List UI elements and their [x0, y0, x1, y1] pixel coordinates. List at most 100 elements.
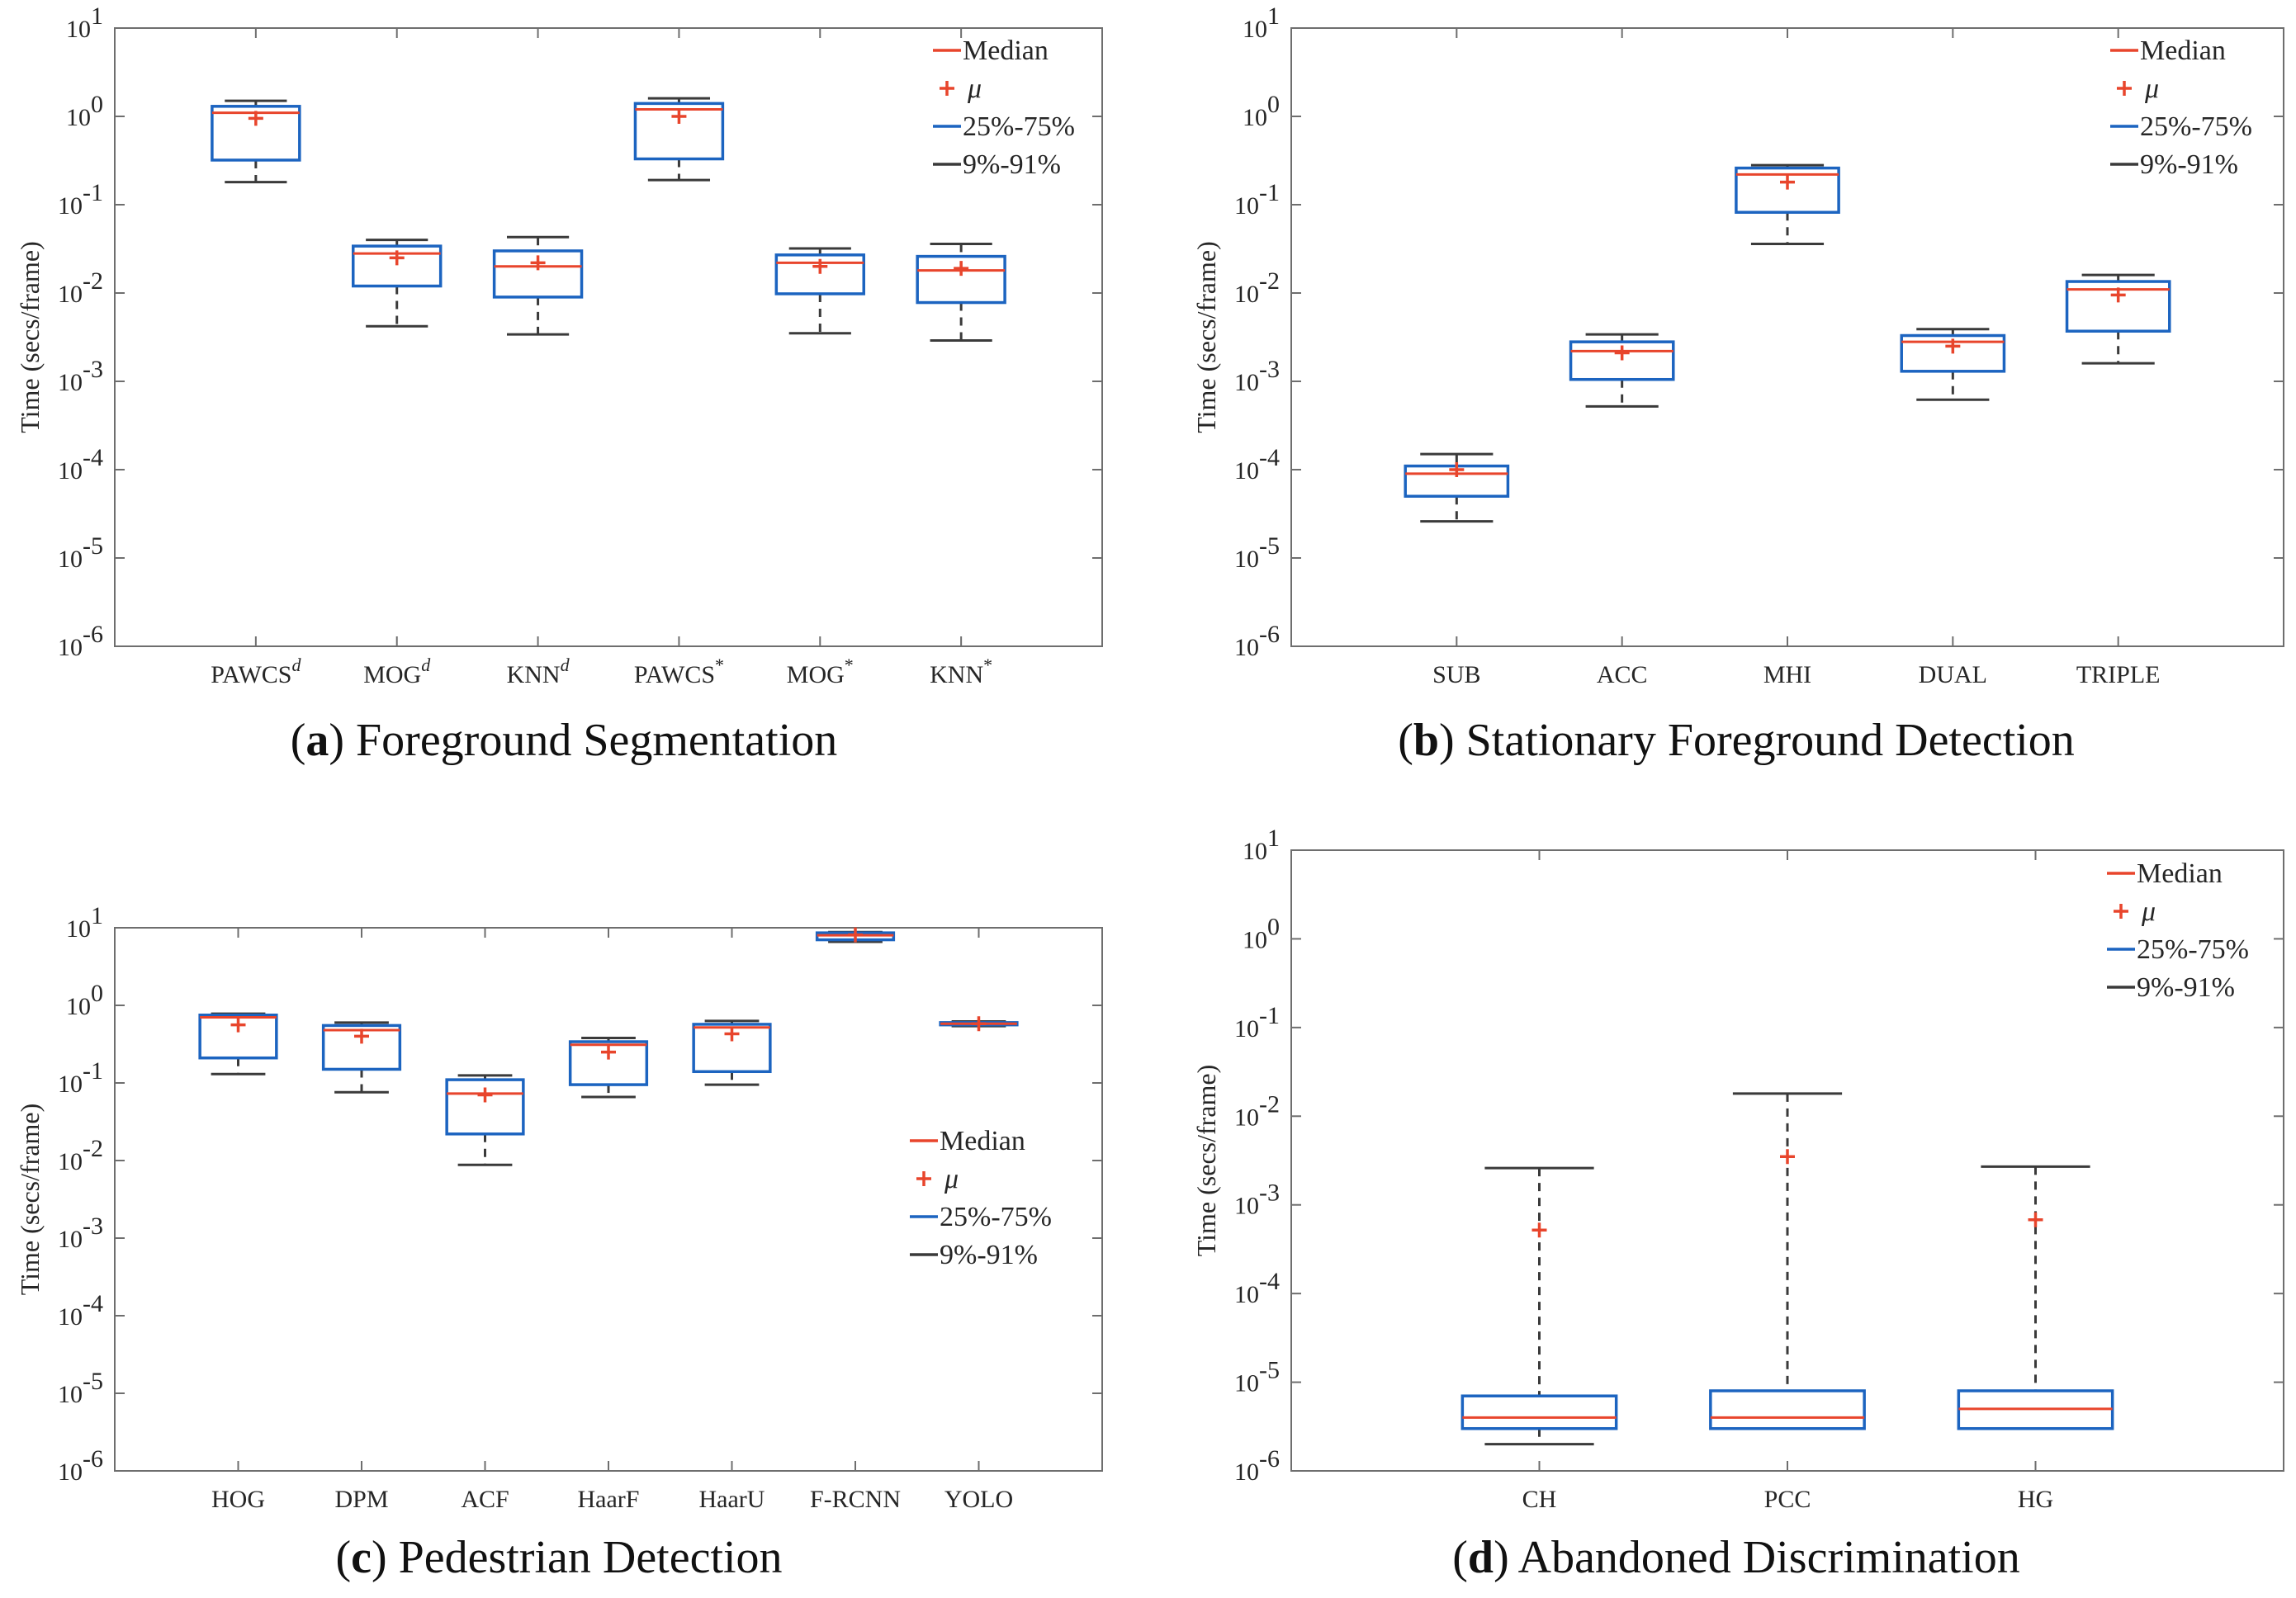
box-0 [198, 1012, 278, 1076]
x-tick-label: HaarU [699, 1486, 765, 1513]
box-1 [1569, 333, 1675, 408]
mean-marker [1614, 345, 1630, 361]
y-tick-label: 100 [1243, 913, 1280, 953]
mean-marker [1449, 462, 1465, 477]
box-0 [1404, 452, 1510, 523]
box-3 [633, 97, 725, 182]
panel-caption: (b) Stationary Foreground Detection [1398, 715, 2075, 766]
box-6 [939, 1016, 1019, 1032]
iqr-box [351, 244, 443, 288]
legend-label: Median [940, 1126, 1025, 1156]
legend-label: μ [2141, 896, 2156, 927]
x-tick-label: KNNd [507, 655, 570, 688]
legend-label: 25%-75% [940, 1202, 1052, 1232]
plot-frame [114, 27, 1103, 647]
y-tick-label: 101 [66, 902, 103, 943]
y-tick-label: 10-4 [58, 444, 103, 485]
y-tick-label: 10-2 [1234, 267, 1280, 308]
box-1 [1709, 1092, 1866, 1430]
y-tick-label: 10-5 [1234, 532, 1280, 573]
y-tick-label: 10-2 [58, 1135, 103, 1175]
mean-marker [230, 1017, 246, 1033]
x-tick-label: TRIPLE [2076, 661, 2161, 688]
mean-marker [1780, 1149, 1795, 1165]
mean-marker [248, 111, 263, 126]
legend-swatch [940, 81, 954, 96]
iqr-box [2065, 280, 2171, 333]
x-tick-label: DUAL [1919, 661, 1987, 688]
plot-frame [1290, 27, 2284, 647]
y-tick-label: 10-4 [1234, 444, 1280, 485]
legend-label: μ [967, 73, 982, 104]
legend-label: 25%-75% [963, 111, 1075, 142]
x-tick-label: MHI [1763, 661, 1811, 688]
y-tick-label: 100 [66, 91, 103, 131]
y-axis-label: Time (secs/frame) [15, 1104, 45, 1296]
iqr-box [492, 249, 584, 299]
legend: Median μ 25%-75% 9%-91% [2107, 858, 2249, 1003]
y-tick-label: 10-1 [58, 1057, 103, 1098]
y-tick-label: 10-5 [1234, 1357, 1280, 1397]
y-tick-label: 10-3 [1234, 356, 1280, 396]
iqr-box [568, 1040, 649, 1086]
panel-caption: (c) Pedestrian Detection [335, 1532, 782, 1583]
legend-label: 9%-91% [940, 1240, 1038, 1270]
iqr-box [211, 105, 301, 162]
x-tick-label: MOGd [363, 655, 431, 688]
panel-caption: (a) Foreground Segmentation [291, 715, 838, 766]
x-tick-label: ACC [1597, 661, 1648, 688]
y-axis-label: Time (secs/frame) [1191, 241, 1221, 433]
mean-marker [671, 109, 687, 124]
legend: Median μ 25%-75% 9%-91% [2110, 35, 2252, 180]
iqr-box [1460, 1394, 1618, 1430]
panel-d: 10-6 10-5 10-4 10-3 10-2 10-1 100 101 CH PCC HG Tim… [1191, 825, 2284, 1583]
y-tick-label: 10-6 [58, 1445, 103, 1486]
legend-label: 25%-75% [2137, 934, 2249, 965]
x-tick-label: PAWCS* [634, 655, 724, 688]
y-tick-label: 10-4 [58, 1290, 103, 1331]
iqr-box [1900, 333, 2006, 373]
box-0 [211, 99, 301, 184]
mean-marker [1945, 338, 1961, 354]
box-1 [321, 1021, 402, 1094]
box-3 [1900, 328, 2006, 401]
box-3 [568, 1037, 649, 1099]
legend-label: 25%-75% [2140, 111, 2252, 142]
legend-label: Median [963, 35, 1049, 66]
mean-marker [477, 1087, 493, 1103]
box-1 [351, 239, 443, 328]
box-2 [492, 235, 584, 336]
y-tick-label: 10-1 [58, 179, 103, 220]
y-tick-label: 101 [66, 2, 103, 43]
legend-label: 9%-91% [2140, 149, 2238, 180]
legend-swatch [916, 1171, 931, 1186]
legend-swatch [2114, 904, 2128, 919]
plot-frame [114, 927, 1103, 1472]
x-tick-label: HG [2018, 1486, 2053, 1513]
mean-marker [354, 1028, 369, 1044]
iqr-box [321, 1024, 402, 1071]
y-tick-label: 10-6 [1234, 1445, 1280, 1486]
box-2 [1957, 1165, 2114, 1430]
box-2 [1735, 163, 1840, 245]
mean-marker [2028, 1212, 2043, 1227]
box-5 [916, 242, 1006, 343]
mean-marker [2110, 287, 2126, 303]
box-5 [815, 927, 896, 943]
legend: Median μ 25%-75% 9%-91% [910, 1126, 1052, 1270]
x-tick-label: ACF [461, 1486, 509, 1513]
x-tick-label: F-RCNN [810, 1486, 901, 1513]
mean-marker [954, 261, 969, 277]
y-tick-label: 10-6 [58, 621, 103, 661]
iqr-box [916, 254, 1006, 305]
box-0 [1460, 1166, 1618, 1446]
iqr-box [1569, 340, 1675, 381]
mean-marker [724, 1026, 740, 1042]
panel-a: 10-6 10-5 10-4 10-3 10-2 10-1 100 101 PAWCSd MOGd… [15, 2, 1103, 766]
iqr-box [445, 1078, 525, 1136]
box-4 [774, 247, 866, 335]
iqr-box [692, 1023, 772, 1074]
iqr-box [1709, 1389, 1866, 1430]
y-tick-label: 10-3 [58, 1213, 103, 1253]
